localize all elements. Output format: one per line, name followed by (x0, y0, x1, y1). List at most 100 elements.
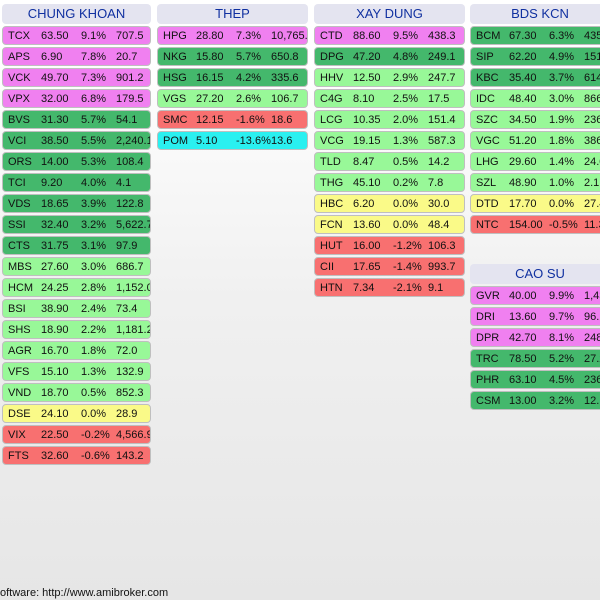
stock-symbol: VFS (8, 366, 30, 378)
stock-row[interactable]: TLD 8.47 0.5% 14.2 (314, 152, 465, 171)
stock-price: 48.40 (509, 93, 537, 105)
stock-row[interactable]: TCI 9.20 4.0% 4.1 (2, 173, 151, 192)
stock-row[interactable]: VDS 18.65 3.9% 122.8 (2, 194, 151, 213)
stock-row[interactable]: BCM 67.30 6.3% 435 (470, 26, 600, 45)
stock-change-pct: 7.3% (236, 30, 262, 42)
stock-volume: 614 (584, 72, 600, 84)
stock-volume: 106.3 (428, 240, 456, 252)
stock-volume: 12.1 (584, 395, 600, 407)
stock-row[interactable]: CTD 88.60 9.5% 438.3 (314, 26, 465, 45)
stock-row[interactable]: MBS 27.60 3.0% 686.7 (2, 257, 151, 276)
stock-volume: 993.7 (428, 261, 456, 273)
stock-row[interactable]: SHS 18.90 2.2% 1,181.2 (2, 320, 151, 339)
stock-row[interactable]: FTS 32.60 -0.6% 143.2 (2, 446, 151, 465)
stock-row[interactable]: DPG 47.20 4.8% 249.1 (314, 47, 465, 66)
stock-price: 42.70 (509, 332, 537, 344)
stock-row[interactable]: VCI 38.50 5.5% 2,240.1 (2, 131, 151, 150)
stock-symbol: C4G (320, 93, 343, 105)
stock-row[interactable]: VCG 19.15 1.3% 587.3 (314, 131, 465, 150)
stock-row[interactable]: TCX 63.50 9.1% 707.5 (2, 26, 151, 45)
stock-row[interactable]: DRI 13.60 9.7% 96.1 (470, 307, 600, 326)
stock-row[interactable]: C4G 8.10 2.5% 17.5 (314, 89, 465, 108)
stock-row[interactable]: SIP 62.20 4.9% 151 (470, 47, 600, 66)
stock-price: 27.20 (196, 93, 224, 105)
stock-price: 38.50 (41, 135, 69, 147)
stock-row[interactable]: CSM 13.00 3.2% 12.1 (470, 391, 600, 410)
stock-row[interactable]: FCN 13.60 0.0% 48.4 (314, 215, 465, 234)
stock-price: 16.15 (196, 72, 224, 84)
stock-row[interactable]: TRC 78.50 5.2% 27.2 (470, 349, 600, 368)
stock-row[interactable]: BVS 31.30 5.7% 54.1 (2, 110, 151, 129)
stock-row[interactable]: HCM 24.25 2.8% 1,152.0 (2, 278, 151, 297)
stock-change-pct: 2.4% (81, 303, 107, 315)
stock-symbol: CSM (476, 395, 501, 407)
stock-change-pct: 2.2% (81, 324, 107, 336)
stock-change-pct: 0.0% (393, 198, 419, 210)
stock-row[interactable]: DPR 42.70 8.1% 248 (470, 328, 600, 347)
stock-row[interactable]: VFS 15.10 1.3% 132.9 (2, 362, 151, 381)
stock-row[interactable]: VND 18.70 0.5% 852.3 (2, 383, 151, 402)
stock-change-pct: 1.8% (549, 135, 575, 147)
stock-price: 27.60 (41, 261, 69, 273)
stock-row[interactable]: VPX 32.00 6.8% 179.5 (2, 89, 151, 108)
stock-price: 10.35 (353, 114, 381, 126)
stock-symbol: KBC (476, 72, 499, 84)
stock-change-pct: 5.3% (81, 156, 107, 168)
stock-change-pct: -2.1% (393, 282, 422, 294)
stock-price: 31.75 (41, 240, 69, 252)
stock-row[interactable]: VGC 51.20 1.8% 386 (470, 131, 600, 150)
stock-change-pct: 9.9% (549, 290, 575, 302)
stock-row[interactable]: NTC 154.00 -0.5% 11.3 (470, 215, 600, 234)
stock-row[interactable]: CII 17.65 -1.4% 993.7 (314, 257, 465, 276)
stock-row[interactable]: PHR 63.10 4.5% 236 (470, 370, 600, 389)
stock-change-pct: 1.8% (81, 345, 107, 357)
stock-price: 67.30 (509, 30, 537, 42)
stock-row[interactable]: VIX 22.50 -0.2% 4,566.9 (2, 425, 151, 444)
stock-row[interactable]: KBC 35.40 3.7% 614 (470, 68, 600, 87)
stock-row[interactable]: HPG 28.80 7.3% 10,765.4 (157, 26, 308, 45)
stock-row[interactable]: POM 5.10 -13.6% 13.6 (157, 131, 308, 150)
stock-row[interactable]: LHG 29.60 1.4% 24.0 (470, 152, 600, 171)
stock-row[interactable]: SMC 12.15 -1.6% 18.6 (157, 110, 308, 129)
stock-price: 8.10 (353, 93, 375, 105)
group-thep: THEP HPG 28.80 7.3% 10,765.4 NKG 15.80 5.7% 650.… (157, 4, 308, 152)
stock-row[interactable]: HBC 6.20 0.0% 30.0 (314, 194, 465, 213)
stock-row[interactable]: DSE 24.10 0.0% 28.9 (2, 404, 151, 423)
stock-row[interactable]: HTN 7.34 -2.1% 9.1 (314, 278, 465, 297)
stock-row[interactable]: GVR 40.00 9.9% 1,43 (470, 286, 600, 305)
stock-row[interactable]: LCG 10.35 2.0% 151.4 (314, 110, 465, 129)
stock-price: 154.00 (509, 219, 543, 231)
stock-row[interactable]: IDC 48.40 3.0% 866 (470, 89, 600, 108)
stock-row[interactable]: SZC 34.50 1.9% 236 (470, 110, 600, 129)
stock-volume: 143.2 (116, 450, 144, 462)
stock-change-pct: 0.0% (393, 219, 419, 231)
stock-row[interactable]: NKG 15.80 5.7% 650.8 (157, 47, 308, 66)
stock-row[interactable]: ORS 14.00 5.3% 108.4 (2, 152, 151, 171)
stock-row[interactable]: HHV 12.50 2.9% 247.7 (314, 68, 465, 87)
stock-change-pct: 3.2% (549, 395, 575, 407)
stock-price: 34.50 (509, 114, 537, 126)
stock-volume: 28.9 (116, 408, 138, 420)
stock-change-pct: 1.3% (393, 135, 419, 147)
stock-change-pct: 3.2% (81, 219, 107, 231)
stock-volume: 27.2 (584, 353, 600, 365)
stock-row[interactable]: CTS 31.75 3.1% 97.9 (2, 236, 151, 255)
stock-symbol: VGC (476, 135, 500, 147)
stock-row[interactable]: APS 6.90 7.8% 20.7 (2, 47, 151, 66)
stock-row[interactable]: BSI 38.90 2.4% 73.4 (2, 299, 151, 318)
stock-row[interactable]: VGS 27.20 2.6% 106.7 (157, 89, 308, 108)
stock-symbol: CTS (8, 240, 30, 252)
stock-symbol: HTN (320, 282, 343, 294)
stock-row[interactable]: DTD 17.70 0.0% 27.4 (470, 194, 600, 213)
stock-row[interactable]: HSG 16.15 4.2% 335.6 (157, 68, 308, 87)
stock-row[interactable]: AGR 16.70 1.8% 72.0 (2, 341, 151, 360)
stock-symbol: SMC (163, 114, 188, 126)
stock-row[interactable]: SZL 48.90 1.0% 2.1 (470, 173, 600, 192)
stock-row[interactable]: HUT 16.00 -1.2% 106.3 (314, 236, 465, 255)
stock-row[interactable]: THG 45.10 0.2% 7.8 (314, 173, 465, 192)
stock-volume: 13.6 (271, 135, 293, 147)
stock-row[interactable]: SSI 32.40 3.2% 5,622.7 (2, 215, 151, 234)
stock-row[interactable]: VCK 49.70 7.3% 901.2 (2, 68, 151, 87)
stock-symbol: HCM (8, 282, 34, 294)
stock-symbol: VCI (8, 135, 27, 147)
